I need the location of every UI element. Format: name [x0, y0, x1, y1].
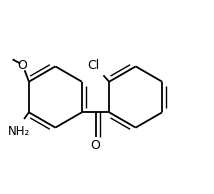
Text: Cl: Cl — [87, 59, 100, 72]
Text: NH₂: NH₂ — [8, 125, 30, 138]
Text: O: O — [17, 59, 27, 72]
Text: O: O — [91, 139, 100, 152]
